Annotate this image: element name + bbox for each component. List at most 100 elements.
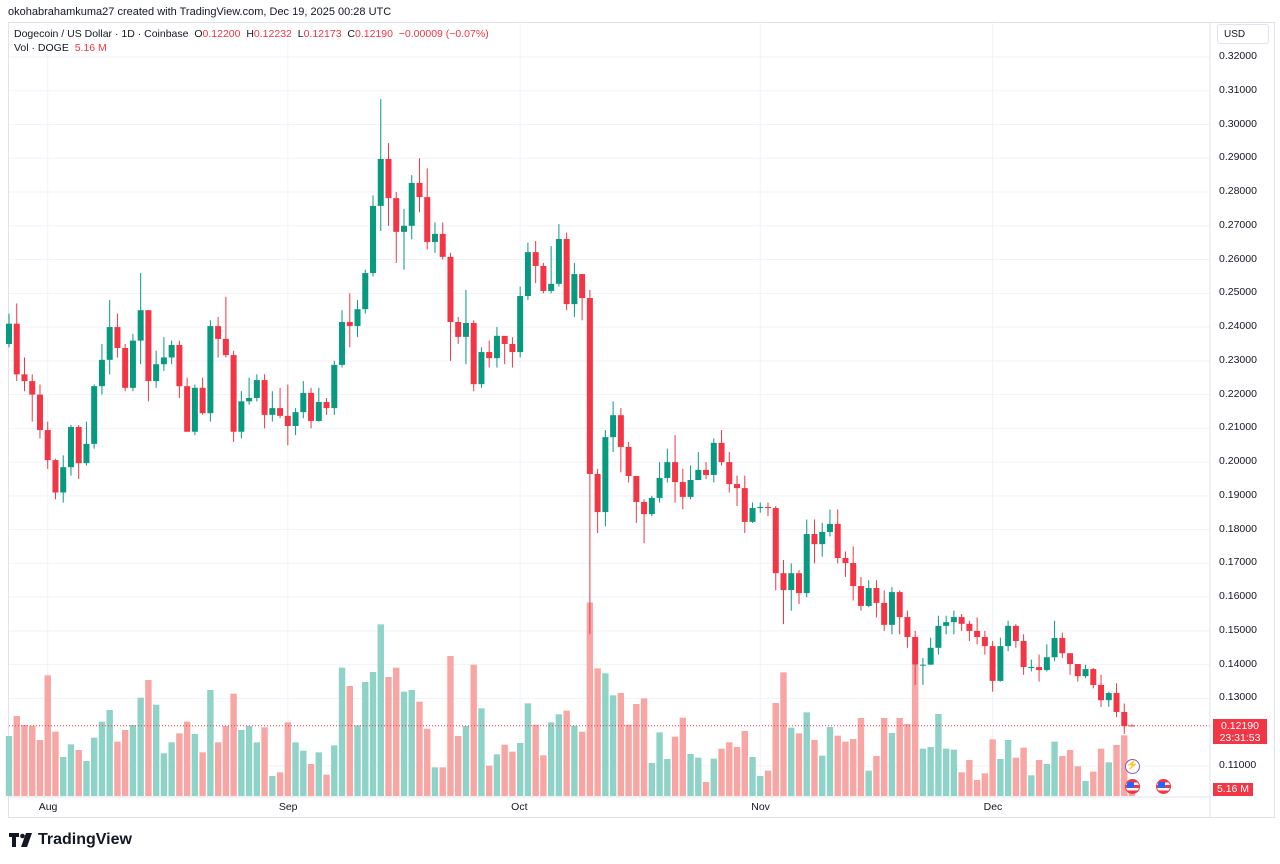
candle-body bbox=[308, 392, 315, 421]
volume-bar bbox=[540, 755, 547, 796]
high-label: H bbox=[246, 28, 254, 40]
volume-bar bbox=[315, 752, 322, 796]
volume-bar bbox=[633, 704, 640, 796]
tradingview-logo[interactable]: TradingView bbox=[9, 831, 132, 849]
candle-body bbox=[710, 442, 717, 475]
volume-bar bbox=[609, 695, 617, 796]
volume-bar bbox=[741, 731, 748, 796]
candle-body bbox=[509, 343, 516, 353]
volume-bar bbox=[424, 728, 431, 796]
us-flag-icon[interactable] bbox=[1125, 779, 1140, 794]
candle-body bbox=[981, 636, 988, 647]
candle-body bbox=[1090, 669, 1097, 685]
candle-body bbox=[834, 523, 841, 558]
volume-bar bbox=[346, 686, 353, 796]
volume-bar bbox=[129, 725, 137, 796]
volume-bar bbox=[1066, 750, 1074, 796]
candle-body bbox=[215, 326, 222, 339]
currency-button[interactable]: USD bbox=[1217, 24, 1269, 44]
price-tick-label: 0.16000 bbox=[1219, 590, 1257, 603]
bar-countdown: 23:31:53 bbox=[1219, 732, 1261, 744]
volume-bar bbox=[640, 698, 648, 796]
volume-bar bbox=[1074, 766, 1082, 796]
volume-bar bbox=[1043, 764, 1051, 796]
candle-body bbox=[602, 437, 609, 513]
volume-bar bbox=[935, 714, 942, 796]
low-label: L bbox=[297, 28, 304, 40]
candle-body bbox=[184, 386, 191, 432]
volume-bar bbox=[470, 664, 477, 796]
candle-body bbox=[13, 323, 20, 375]
candle-body bbox=[168, 344, 175, 358]
candle-body bbox=[555, 238, 562, 284]
candle-body bbox=[29, 381, 36, 395]
candle-body bbox=[772, 508, 779, 574]
candle-body bbox=[896, 592, 903, 618]
candle-body bbox=[927, 647, 934, 665]
candle-body bbox=[726, 462, 733, 485]
volume-bar bbox=[873, 756, 880, 796]
volume-bar bbox=[718, 748, 725, 796]
candle-body bbox=[586, 298, 593, 474]
volume-bar bbox=[919, 748, 927, 796]
volume-bar bbox=[300, 750, 307, 796]
symbol-title[interactable]: Dogecoin / US Dollar · 1D · Coinbase bbox=[14, 28, 189, 40]
candle-body bbox=[1028, 667, 1035, 669]
volume-bar bbox=[555, 714, 563, 796]
candle-body bbox=[424, 197, 431, 243]
candle-body bbox=[695, 469, 702, 481]
volume-bar bbox=[416, 701, 423, 796]
candle-body bbox=[625, 446, 632, 476]
candle-body bbox=[44, 430, 51, 461]
time-tick-label: Dec bbox=[983, 801, 1003, 813]
volume-bar bbox=[13, 716, 20, 796]
lightning-icon[interactable]: ⚡ bbox=[1125, 759, 1140, 774]
volume-bar bbox=[439, 767, 446, 796]
volume-bar bbox=[462, 726, 470, 796]
candle-body bbox=[408, 182, 415, 226]
volume-bar bbox=[788, 727, 795, 796]
candle-body bbox=[811, 534, 818, 545]
volume-bars bbox=[5, 602, 1136, 796]
volume-bar bbox=[850, 739, 857, 796]
volume-bar bbox=[1028, 775, 1035, 796]
candle-body bbox=[1098, 684, 1105, 701]
candle-body bbox=[1067, 653, 1074, 665]
volume-bar bbox=[958, 772, 965, 796]
candle-body bbox=[137, 310, 144, 341]
volume-label[interactable]: Vol · DOGE bbox=[14, 42, 69, 54]
candle-body bbox=[106, 327, 113, 360]
candle-body bbox=[718, 442, 725, 463]
us-flag-icon[interactable] bbox=[1156, 779, 1171, 794]
volume-bar bbox=[780, 672, 787, 796]
volume-bar bbox=[431, 767, 439, 796]
close-label: C bbox=[347, 28, 355, 40]
volume-bar bbox=[726, 742, 733, 796]
volume-bar bbox=[904, 724, 911, 796]
candle-body bbox=[943, 622, 950, 626]
candle-body bbox=[300, 392, 307, 413]
candle-body bbox=[687, 480, 694, 497]
volume-bar bbox=[997, 759, 1004, 796]
candle-body bbox=[1043, 657, 1050, 671]
volume-bar bbox=[648, 763, 656, 796]
logo-text: TradingView bbox=[38, 831, 132, 848]
time-tick-label: Sep bbox=[278, 801, 298, 813]
tradingview-logo-icon bbox=[9, 833, 32, 847]
volume-bar bbox=[656, 732, 663, 796]
candle-body bbox=[292, 412, 299, 426]
volume-bar bbox=[989, 739, 996, 796]
volume-bar bbox=[168, 742, 175, 796]
candle-body bbox=[548, 283, 555, 291]
volume-bar bbox=[238, 730, 245, 796]
candle-body bbox=[1059, 638, 1066, 654]
change-value: −0.00009 (−0.07%) bbox=[398, 28, 489, 40]
volume-bar bbox=[757, 776, 764, 796]
volume-bar bbox=[586, 602, 594, 796]
volume-bar bbox=[973, 780, 981, 796]
candle-body bbox=[238, 401, 245, 432]
candle-body bbox=[114, 327, 121, 349]
candle-body bbox=[989, 646, 996, 681]
chart-legend: Dogecoin / US Dollar · 1D · Coinbase O0.… bbox=[14, 27, 489, 55]
